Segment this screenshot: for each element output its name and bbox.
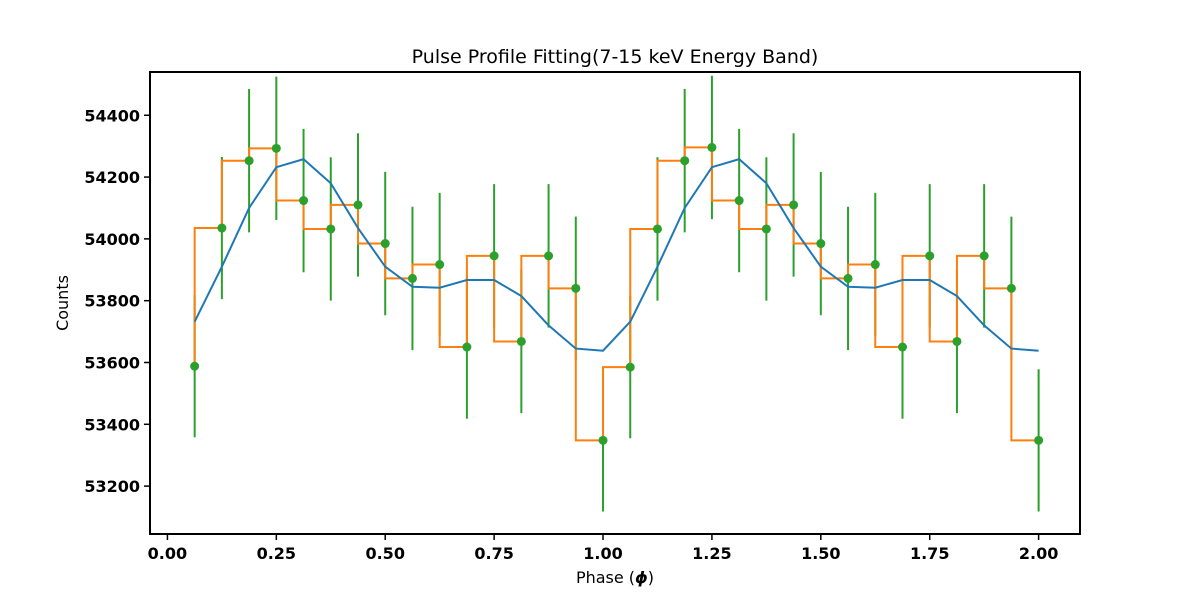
x-tick-label: 1.00 [583, 544, 622, 563]
data-point [925, 251, 935, 261]
data-point [299, 196, 309, 206]
data-point [380, 239, 390, 249]
data-point [190, 361, 200, 371]
data-point [789, 200, 799, 210]
x-tick-label: 0.75 [474, 544, 513, 563]
data-point [1006, 283, 1016, 293]
data-point [353, 200, 363, 210]
y-tick-label: 53400 [84, 415, 140, 434]
data-point [544, 251, 554, 261]
data-point [598, 435, 608, 445]
data-point [897, 342, 907, 352]
data-point [244, 156, 254, 166]
chart-title: Pulse Profile Fitting(7-15 keV Energy Ba… [412, 46, 819, 68]
x-tick-label: 0.50 [365, 544, 404, 563]
x-axis-label-text: Phase ( [576, 568, 635, 587]
data-point [326, 224, 336, 234]
data-point [271, 143, 281, 153]
y-tick-label: 54200 [84, 168, 140, 187]
y-axis-label: Counts [53, 275, 72, 331]
data-point [462, 342, 472, 352]
data-point [952, 336, 962, 346]
data-point [707, 142, 717, 152]
data-point [870, 260, 880, 270]
data-point [843, 273, 853, 283]
x-axis-label-symbol: ϕ [635, 568, 648, 587]
data-point [816, 239, 826, 249]
x-axis-label: Phase (ϕ) [576, 568, 654, 587]
data-point [652, 224, 662, 234]
data-point [761, 224, 771, 234]
data-point [680, 156, 690, 166]
data-point [217, 223, 227, 233]
plot-marks [190, 75, 1044, 512]
y-tick-label: 53600 [84, 353, 140, 372]
plot-frame [149, 71, 1081, 535]
x-tick-label: 1.75 [910, 544, 949, 563]
data-point [435, 260, 445, 270]
x-axis-ticks: 0.00 0.25 0.50 0.75 1.00 1.25 1.50 1.75 2.00 [148, 534, 1058, 563]
data-point [516, 336, 526, 346]
x-tick-label: 2.00 [1019, 544, 1058, 563]
x-axis-label-close: ) [648, 568, 654, 587]
data-point [734, 196, 744, 206]
data-point [571, 283, 581, 293]
error-bars [193, 75, 1040, 512]
x-tick-label: 0.00 [148, 544, 187, 563]
data-point [489, 251, 499, 261]
x-tick-label: 0.25 [257, 544, 296, 563]
fit-line [193, 158, 1039, 352]
data-point [979, 251, 989, 261]
y-tick-label: 53200 [84, 477, 140, 496]
y-axis-ticks: 53200 53400 53600 53800 54000 54200 54400 [84, 106, 150, 496]
y-tick-label: 54000 [84, 230, 140, 249]
data-points [190, 142, 1044, 445]
data-point [407, 273, 417, 283]
x-tick-label: 1.50 [801, 544, 840, 563]
data-point [625, 362, 635, 372]
y-tick-label: 53800 [84, 292, 140, 311]
x-tick-label: 1.25 [692, 544, 731, 563]
step-series [193, 146, 1039, 442]
data-point [1034, 435, 1044, 445]
y-tick-label: 54400 [84, 106, 140, 125]
